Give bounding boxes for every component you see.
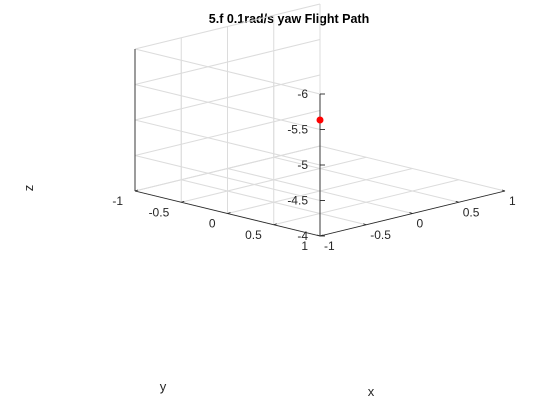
z-tick-label: -5	[297, 158, 308, 172]
x-tick-mark	[455, 200, 459, 203]
z-axis-label: z	[21, 185, 36, 192]
x-tick-mark	[316, 234, 321, 237]
tick-labels: -1 -0.5 0 0.5 1 -1 -0.5 0 0.5 1 -6 -5.5 -5 -4.5 -4	[112, 87, 516, 253]
x-tick-label: -1	[324, 239, 335, 253]
back-right-wall-grid-z	[134, 3, 321, 50]
x-tick-label: 0	[417, 217, 424, 231]
back-left-wall-grid-z	[134, 119, 321, 166]
back-left-wall-grid-z	[134, 155, 321, 201]
z-tick-label: -6	[297, 87, 308, 101]
y-tick-label: -0.5	[149, 205, 170, 219]
axis-lines	[134, 49, 506, 237]
back-left-wall-grid-z	[134, 84, 321, 130]
y-axis-label: y	[160, 379, 167, 394]
x-tick-label: -0.5	[370, 228, 391, 242]
floor-grid-line-y	[273, 179, 459, 226]
y-tick-mark	[181, 200, 185, 203]
y-tick-label: 0.5	[245, 228, 262, 242]
chart-title: 5.f 0.1rad/s yaw Flight Path	[209, 12, 369, 26]
back-right-wall-grid-z	[134, 39, 321, 85]
z-tick-label: -4	[297, 229, 308, 243]
x-tick-mark	[409, 212, 413, 214]
flight-path-point	[316, 116, 324, 124]
y-tick-mark	[134, 189, 139, 192]
y-tick-mark	[227, 212, 231, 214]
back-left-wall-grid-z	[134, 48, 321, 95]
z-tick-label: -5.5	[287, 123, 308, 137]
axis-labels: x y z	[21, 185, 375, 399]
y-tick-label: 0	[209, 217, 216, 231]
x-tick-mark	[363, 223, 367, 226]
y-tick-label: -1	[112, 194, 123, 208]
x-tick-label: 1	[509, 194, 516, 208]
x-tick-mark	[501, 189, 506, 192]
y-tick-mark	[273, 223, 277, 226]
z-tick-label: -4.5	[287, 194, 308, 208]
y-tick-label: 1	[301, 239, 308, 253]
x-tick-label: 0.5	[463, 205, 480, 219]
x-axis-label: x	[368, 384, 375, 399]
data-points	[316, 116, 324, 124]
